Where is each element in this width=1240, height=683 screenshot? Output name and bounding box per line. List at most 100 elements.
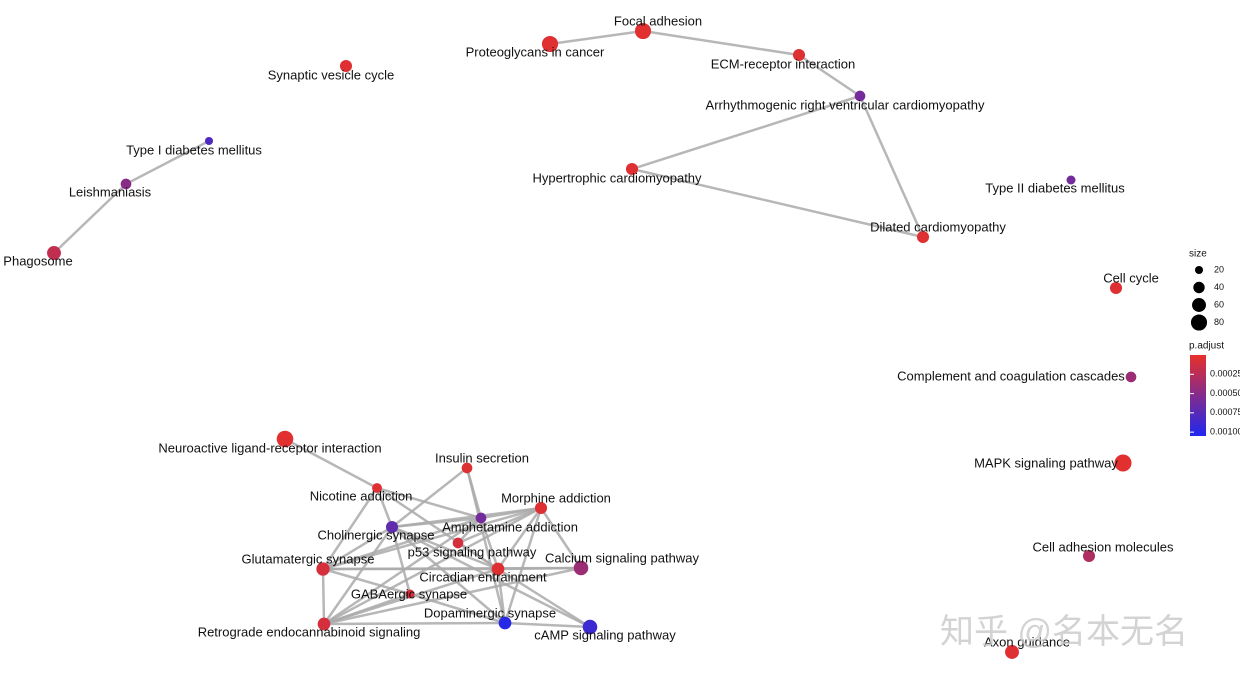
size-key — [1192, 298, 1206, 312]
edge — [497, 566, 582, 571]
node-label: Morphine addiction — [501, 490, 611, 505]
color-legend-title: p.adjust — [1189, 341, 1224, 352]
node — [317, 617, 331, 631]
edge — [322, 516, 482, 571]
edge — [323, 516, 482, 626]
node — [1066, 175, 1076, 185]
edge — [391, 525, 591, 629]
node-label: MAPK signaling pathway — [974, 455, 1118, 470]
node-label: Type II diabetes mellitus — [985, 180, 1125, 195]
node-label: Leishmaniasis — [69, 184, 152, 199]
node-label: Proteoglycans in cancer — [466, 44, 605, 59]
colorbar-label: 0.00025 — [1210, 369, 1240, 379]
edge — [321, 568, 326, 625]
edge — [539, 507, 583, 569]
size-legend-title: size — [1189, 249, 1207, 260]
node-label: Insulin secretion — [435, 450, 529, 465]
node-label: Circadian entrainment — [419, 569, 547, 584]
node-label: Focal adhesion — [614, 13, 702, 28]
edge — [323, 506, 542, 626]
size-key-label: 40 — [1214, 282, 1224, 292]
edge — [375, 487, 394, 528]
edge — [409, 592, 506, 625]
edge — [496, 507, 543, 570]
colorbar — [1190, 355, 1206, 436]
node — [461, 462, 473, 474]
node — [792, 48, 806, 62]
node — [1125, 371, 1137, 383]
edge — [323, 592, 411, 626]
edge — [479, 517, 500, 570]
node — [385, 520, 399, 534]
colorbar-label: 0.00075 — [1210, 407, 1240, 417]
edge — [53, 183, 127, 254]
size-key-label: 80 — [1214, 317, 1224, 327]
edge — [496, 568, 507, 624]
size-key-label: 60 — [1214, 299, 1224, 309]
node — [582, 619, 598, 635]
node-label: Axon guidance — [984, 634, 1070, 649]
edge — [391, 467, 468, 528]
node-label: Glutamatergic synapse — [242, 551, 375, 566]
node-label: Calcium signaling pathway — [545, 550, 699, 565]
edge — [322, 567, 411, 596]
node — [491, 562, 505, 576]
edge — [391, 516, 482, 529]
node-label: Type I diabetes mellitus — [126, 142, 262, 157]
node-label: Neuroactive ligand-receptor interaction — [158, 440, 381, 455]
node — [854, 90, 866, 102]
colorbar-label: 0.00100 — [1210, 427, 1240, 437]
edge — [549, 29, 644, 46]
node-label: p53 signaling pathway — [408, 544, 537, 559]
edge — [631, 167, 924, 239]
size-key — [1193, 281, 1205, 294]
node-label: Retrograde endocannabinoid signaling — [198, 624, 421, 639]
node-label: Dopaminergic synapse — [424, 605, 556, 620]
node-label: Cholinergic synapse — [317, 527, 434, 542]
node-label: Phagosome — [3, 253, 72, 268]
node — [475, 512, 487, 524]
node-label: Hypertrophic cardiomyopathy — [532, 170, 702, 185]
node — [1005, 645, 1019, 659]
node — [1109, 281, 1123, 295]
node-label: Synaptic vesicle cycle — [268, 67, 394, 82]
edge — [322, 506, 542, 571]
edge — [457, 541, 499, 571]
node — [405, 589, 415, 599]
edge — [631, 94, 861, 171]
edge — [323, 621, 506, 626]
node — [625, 162, 639, 176]
node-label: ECM-receptor interaction — [711, 56, 856, 71]
node — [120, 178, 132, 190]
edge — [321, 487, 379, 570]
node — [534, 501, 548, 515]
node — [541, 35, 559, 53]
node-label: Nicotine addiction — [310, 488, 413, 503]
node — [372, 483, 382, 493]
node-label: cAMP signaling pathway — [534, 627, 676, 642]
node — [339, 59, 353, 73]
node-label: Amphetamine addiction — [442, 519, 578, 534]
edge — [323, 566, 582, 626]
size-key-label: 20 — [1214, 264, 1224, 274]
node — [573, 560, 589, 576]
edge — [642, 29, 800, 57]
edge — [391, 526, 506, 624]
node-label: Arrhythmogenic right ventricular cardiom… — [706, 97, 985, 112]
node — [276, 430, 294, 448]
node — [47, 246, 61, 260]
edge — [798, 53, 861, 98]
node — [204, 136, 214, 146]
node-label: Complement and coagulation cascades — [897, 368, 1125, 383]
colorbar-label: 0.00050 — [1210, 388, 1240, 398]
node — [634, 22, 652, 40]
node — [1082, 549, 1096, 563]
edge — [457, 517, 482, 544]
watermark: 知乎 @名本无名 — [940, 613, 1188, 651]
edge — [457, 506, 542, 545]
node — [498, 616, 512, 630]
edge — [322, 526, 394, 625]
node — [452, 537, 464, 549]
node — [916, 230, 930, 244]
